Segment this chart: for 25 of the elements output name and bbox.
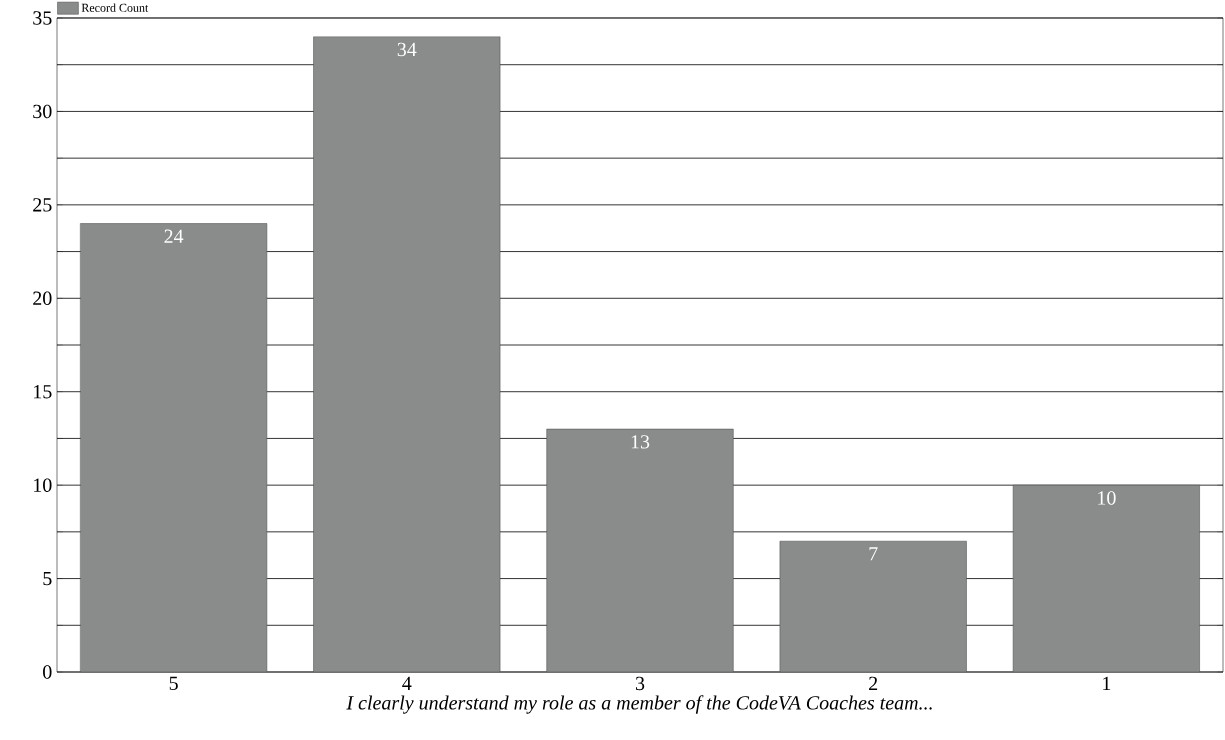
bar <box>80 223 267 672</box>
y-tick-label: 35 <box>33 11 52 25</box>
x-tick-label: 3 <box>635 676 645 691</box>
y-tick-label: 25 <box>33 198 52 212</box>
y-tick-label: 30 <box>33 104 52 119</box>
y-tick-label: 20 <box>33 291 52 306</box>
y-tick-label: 10 <box>34 478 52 492</box>
y-tick-label: 15 <box>34 385 52 399</box>
bar <box>313 36 501 672</box>
data-label: 34 <box>397 42 417 57</box>
y-tick-label: 5 <box>43 571 52 586</box>
x-axis-title: I clearly understand my role as a member of the CodeVA Coaches team... <box>346 695 932 714</box>
data-label: 7 <box>869 547 878 561</box>
y-tick-label: 0 <box>43 665 52 679</box>
x-tick-label: 2 <box>869 676 878 690</box>
data-label: 24 <box>164 229 184 243</box>
x-tick-label: 5 <box>169 676 178 690</box>
x-tick-label: 4 <box>402 676 412 690</box>
data-label: 10 <box>1098 491 1116 505</box>
bar <box>1012 484 1200 672</box>
x-tick-label: 1 <box>1103 676 1111 690</box>
bar <box>779 541 967 672</box>
data-label: 13 <box>631 435 650 449</box>
legend-label: Record Count <box>81 3 149 12</box>
bar <box>546 429 734 672</box>
